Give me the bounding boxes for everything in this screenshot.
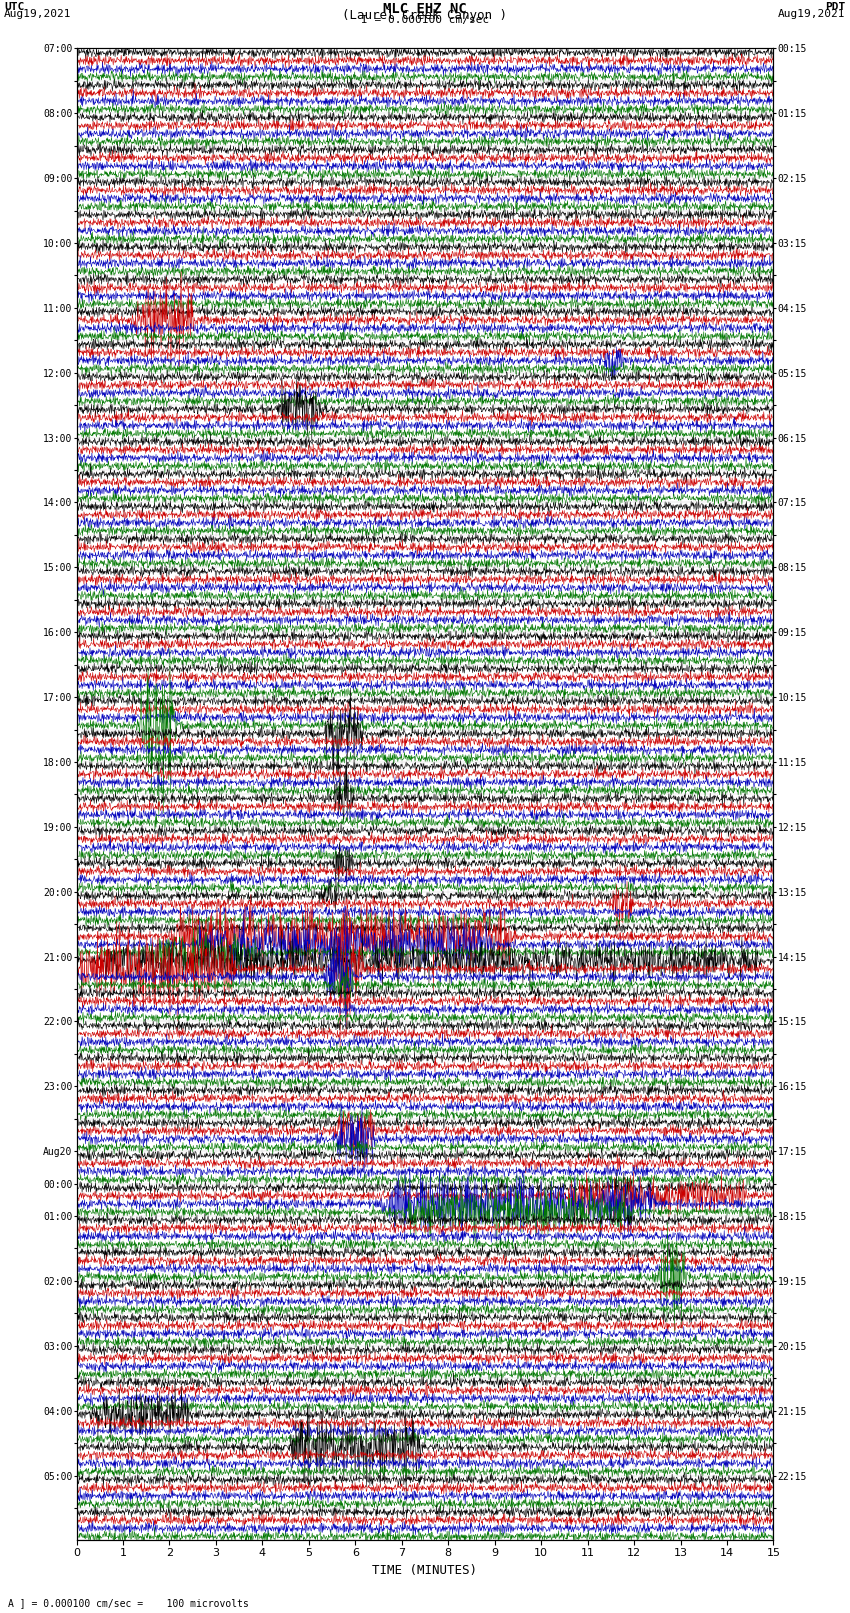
Text: (Laurel Creek Canyon ): (Laurel Creek Canyon ) — [343, 10, 507, 23]
Text: UTC: UTC — [4, 3, 25, 13]
Text: Aug19,2021: Aug19,2021 — [4, 10, 71, 19]
Text: I = 0.000100 cm/sec: I = 0.000100 cm/sec — [361, 16, 489, 26]
Text: PDT: PDT — [825, 3, 846, 13]
Text: Aug19,2021: Aug19,2021 — [779, 10, 846, 19]
X-axis label: TIME (MINUTES): TIME (MINUTES) — [372, 1563, 478, 1576]
Text: A ] = 0.000100 cm/sec =    100 microvolts: A ] = 0.000100 cm/sec = 100 microvolts — [8, 1598, 249, 1608]
Text: MLC EHZ NC: MLC EHZ NC — [383, 3, 467, 16]
